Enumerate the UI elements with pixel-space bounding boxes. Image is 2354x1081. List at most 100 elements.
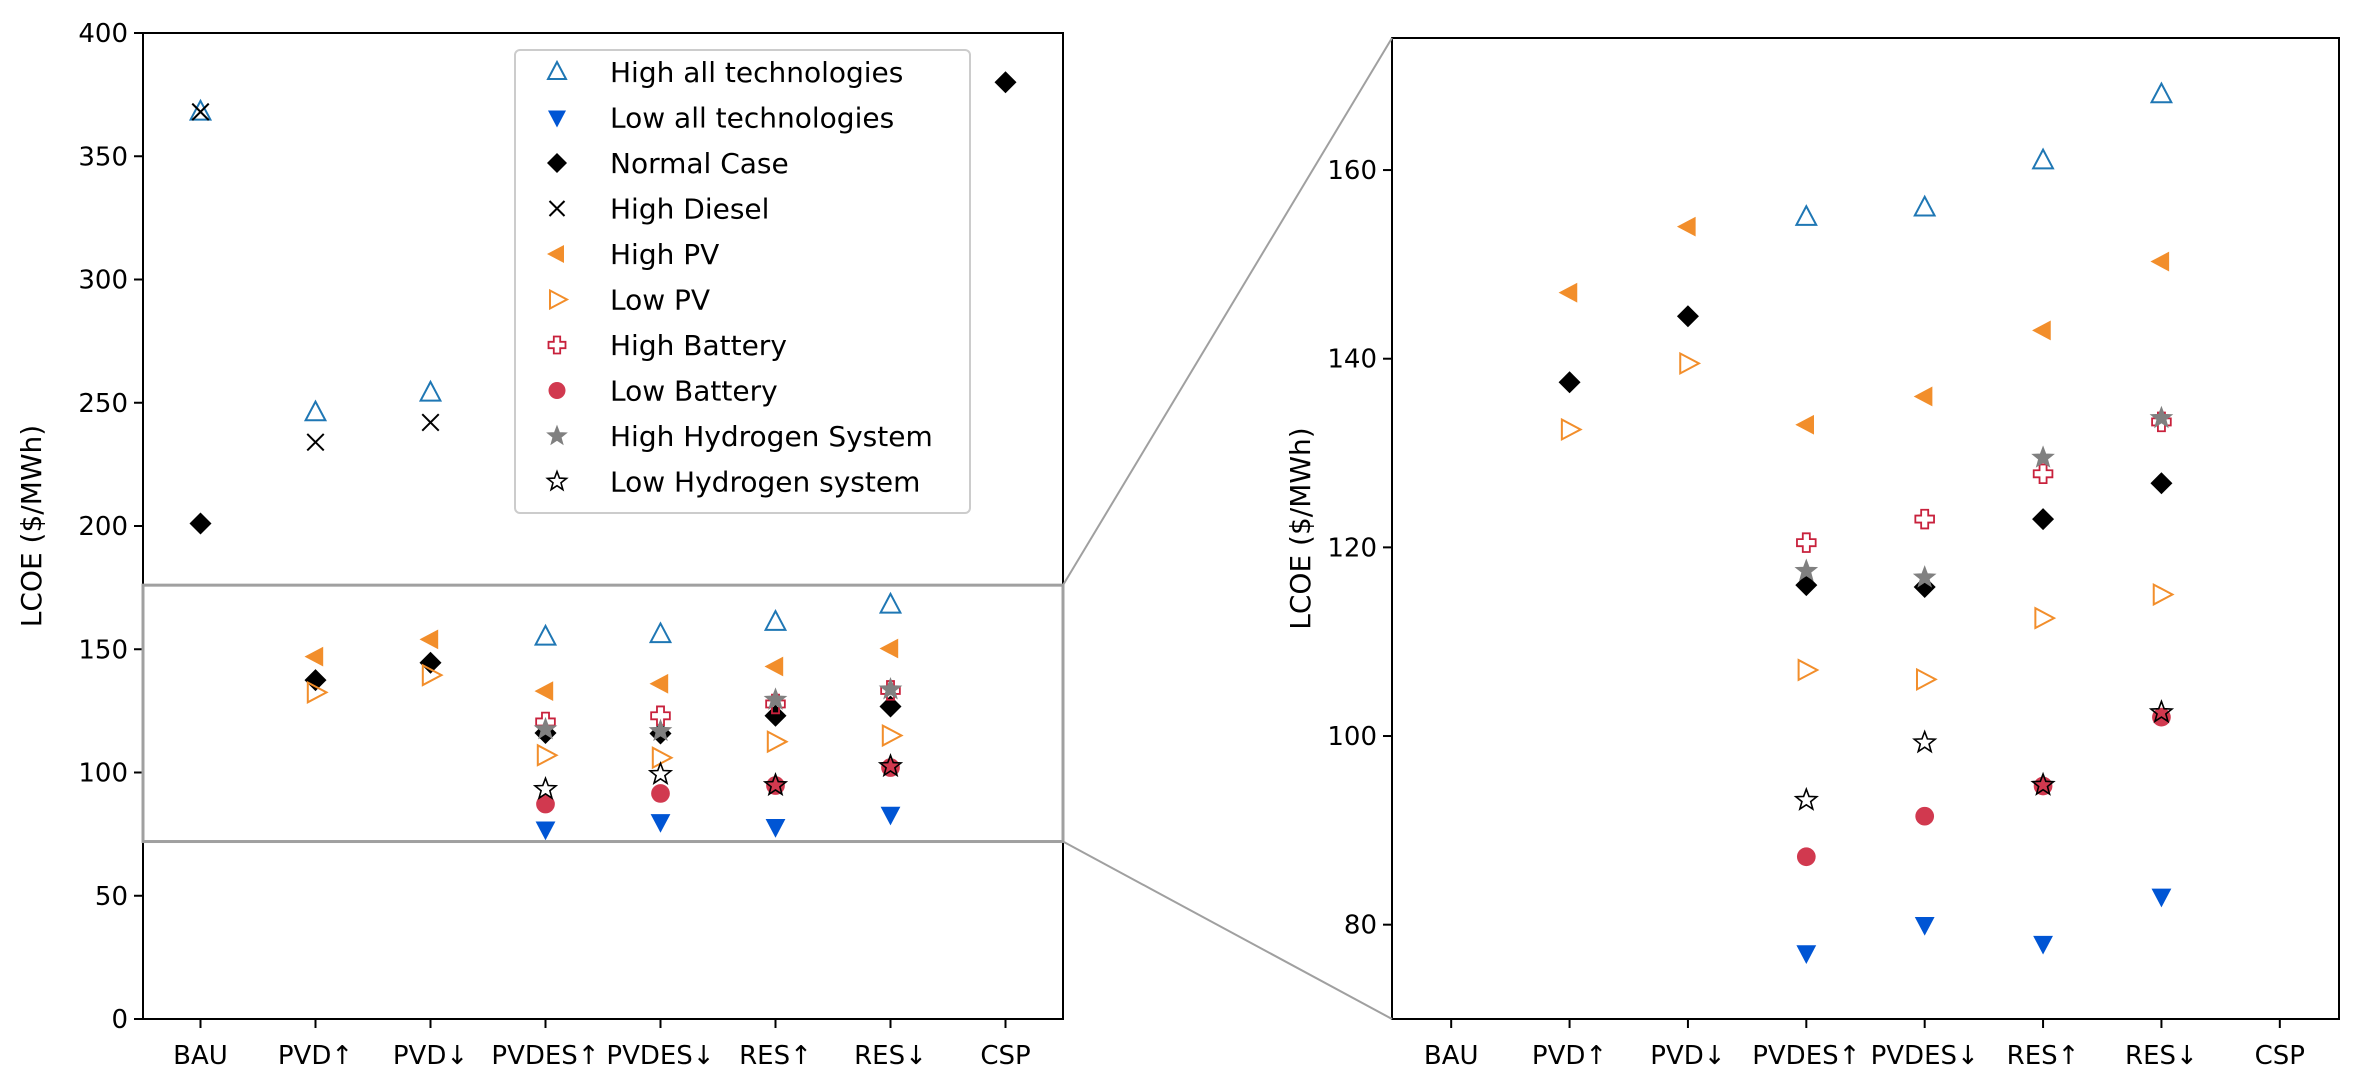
zoom-point-low-all-technologies-res-up: [2033, 935, 2053, 955]
zoom-point-high-pv-pvdes-up: [1795, 414, 1815, 435]
main-point-low-hydrogen-system-pvdes-up: [532, 775, 559, 801]
zoom-point-low-pv-res-down: [2152, 582, 2175, 607]
main-point-high-pv-pvdes-down: [649, 673, 669, 694]
main-panel: 0 50 100 150 200 250 300 350 400 BAU PVD↑ PVD↓ PVDES…: [15, 19, 1065, 1071]
main-data-points: [188, 71, 1017, 841]
zoom-data-points: [1558, 81, 2175, 964]
legend-label-high-battery: High Battery: [610, 329, 787, 362]
main-ytick-label: 350: [78, 142, 128, 172]
zoom-xtick-label-res-up: RES↑: [2007, 1041, 2080, 1071]
legend-label-low-pv: Low PV: [610, 284, 710, 317]
legend-entry-low-all-technologies: Low all technologies: [548, 102, 894, 135]
zoom-y-axis-label: LCOE ($/MWh): [1284, 427, 1317, 629]
main-point-low-battery-pvdes-down: [651, 784, 670, 803]
zoom-panel: 80 100 120 140 160 BAU PVD↑ PVD↓ PVDES↑ PVDES↓ RES…: [1284, 37, 2340, 1071]
main-point-low-battery-pvdes-up: [536, 794, 555, 814]
main-point-low-pv-pvdes-up: [536, 743, 559, 767]
main-point-high-pv-pvd-down: [419, 629, 439, 650]
legend-marker-high-pv: [547, 245, 564, 263]
legend-entry-normal-case: Normal Case: [547, 147, 789, 180]
zoom-point-high-all-technologies-pvdes-up: [1794, 204, 1818, 226]
zoom-xtick-label-res-down: RES↓: [2125, 1041, 2198, 1071]
zoom-point-high-pv-pvd-up: [1558, 282, 1578, 303]
legend-label-high-hydrogen-system: High Hydrogen System: [610, 420, 933, 453]
main-ytick-label: 250: [78, 389, 128, 419]
main-point-high-hydrogen-system-pvdes-down: [648, 718, 673, 742]
main-point-normal-case-pvd-up: [304, 669, 327, 692]
legend-marker-high-hydrogen-system: [546, 424, 568, 446]
main-xtick-label-bau: BAU: [173, 1041, 228, 1071]
main-ytick-label: 100: [78, 759, 128, 789]
main-point-high-all-technologies-bau: [188, 98, 213, 121]
zoom-point-high-pv-pvdes-down: [1913, 386, 1933, 407]
main-ytick-label: 50: [95, 882, 128, 912]
legend-marker-low-hydrogen-system: [545, 469, 569, 492]
main-point-high-all-technologies-res-down: [878, 591, 903, 614]
main-point-high-hydrogen-system-res-up: [763, 687, 788, 710]
main-point-high-hydrogen-system-res-down: [878, 677, 903, 700]
main-point-high-pv-pvdes-up: [534, 681, 554, 702]
main-point-normal-case-res-down: [879, 695, 902, 718]
main-point-low-pv-res-down: [881, 723, 904, 748]
legend: High all technologies Low all technologie…: [514, 49, 971, 514]
legend-marker-low-pv: [549, 288, 570, 311]
main-point-high-all-technologies-pvd-down: [418, 379, 443, 402]
zoom-ytick-label: 140: [1327, 345, 1377, 375]
zoom-xtick-label-pvdes-down: PVDES↓: [1871, 1041, 1979, 1071]
legend-marker-high-battery: [547, 335, 567, 355]
main-point-high-pv-res-down: [879, 638, 899, 659]
main-point-high-battery-pvdes-down: [650, 705, 671, 727]
zoom-point-low-all-technologies-pvdes-down: [1914, 916, 1935, 936]
main-point-low-all-technologies-pvdes-down: [650, 814, 671, 833]
legend-entry-high-pv: High PV: [547, 238, 719, 271]
legend-entry-low-battery: Low Battery: [548, 375, 778, 408]
main-point-high-hydrogen-system-pvdes-up: [533, 716, 558, 740]
main-point-low-all-technologies-pvdes-up: [535, 821, 556, 841]
zoom-point-normal-case-res-down: [2150, 472, 2173, 495]
zoom-point-normal-case-pvd-up: [1558, 371, 1581, 394]
main-point-high-pv-res-up: [764, 656, 784, 677]
legend-entry-high-all-technologies: High all technologies: [546, 56, 903, 89]
zoom-xtick-label-bau: BAU: [1424, 1041, 1479, 1071]
zoom-point-low-all-technologies-pvdes-up: [1796, 945, 1817, 964]
zoom-point-low-pv-pvdes-up: [1797, 658, 1820, 682]
zoom-point-low-hydrogen-system-res-up: [2030, 771, 2056, 796]
zoom-ytick-label: 100: [1327, 722, 1377, 752]
zoom-point-high-battery-pvdes-up: [1796, 532, 1817, 553]
zoom-point-high-pv-pvd-down: [1676, 216, 1696, 237]
main-point-high-diesel-pvd-down: [421, 413, 440, 432]
main-point-low-all-technologies-res-up: [765, 819, 786, 838]
zoom-point-high-hydrogen-system-res-down: [2149, 405, 2174, 429]
zoom-point-low-hydrogen-system-pvdes-up: [1793, 786, 1819, 811]
main-point-low-pv-pvd-down: [421, 663, 444, 687]
main-y-axis-label: LCOE ($/MWh): [15, 425, 48, 627]
zoom-axes-frame: [1391, 37, 2340, 1020]
legend-label-low-all-technologies: Low all technologies: [610, 102, 894, 135]
main-point-high-all-technologies-pvdes-up: [533, 623, 558, 646]
main-xtick-label-pvdes-up: PVDES↑: [491, 1041, 599, 1071]
main-point-high-diesel-pvd-up: [306, 433, 325, 452]
main-point-normal-case-bau: [189, 512, 212, 535]
main-point-low-hydrogen-system-res-down: [877, 753, 904, 778]
main-point-high-all-technologies-pvdes-down: [648, 621, 673, 644]
legend-marker-normal-case: [547, 153, 567, 173]
zoom-point-high-pv-res-down: [2150, 251, 2170, 272]
legend-label-low-hydrogen-system: Low Hydrogen system: [610, 466, 920, 499]
main-xtick-label-res-down: RES↓: [854, 1041, 927, 1071]
main-ytick-label: 400: [78, 19, 128, 49]
main-ytick-label: 300: [78, 266, 128, 296]
zoom-point-high-hydrogen-system-res-up: [2031, 445, 2055, 468]
legend-label-high-all-technologies: High all technologies: [610, 56, 903, 89]
zoom-ytick-label: 80: [1344, 911, 1377, 941]
legend-label-low-battery: Low Battery: [610, 375, 778, 408]
legend-box: [514, 49, 971, 514]
zoom-point-low-hydrogen-system-res-down: [2148, 699, 2175, 724]
zoom-xtick-label-csp: CSP: [2255, 1041, 2305, 1071]
main-point-low-pv-pvd-up: [306, 680, 329, 704]
zoom-point-low-all-technologies-res-down: [2151, 888, 2172, 908]
legend-label-normal-case: Normal Case: [610, 147, 789, 180]
zoom-xtick-label-pvdes-up: PVDES↑: [1752, 1041, 1860, 1071]
main-point-low-hydrogen-system-pvdes-down: [647, 760, 674, 785]
legend-entry-low-hydrogen-system: Low Hydrogen system: [545, 466, 920, 499]
zoom-point-low-battery-pvdes-down: [1915, 806, 1935, 826]
